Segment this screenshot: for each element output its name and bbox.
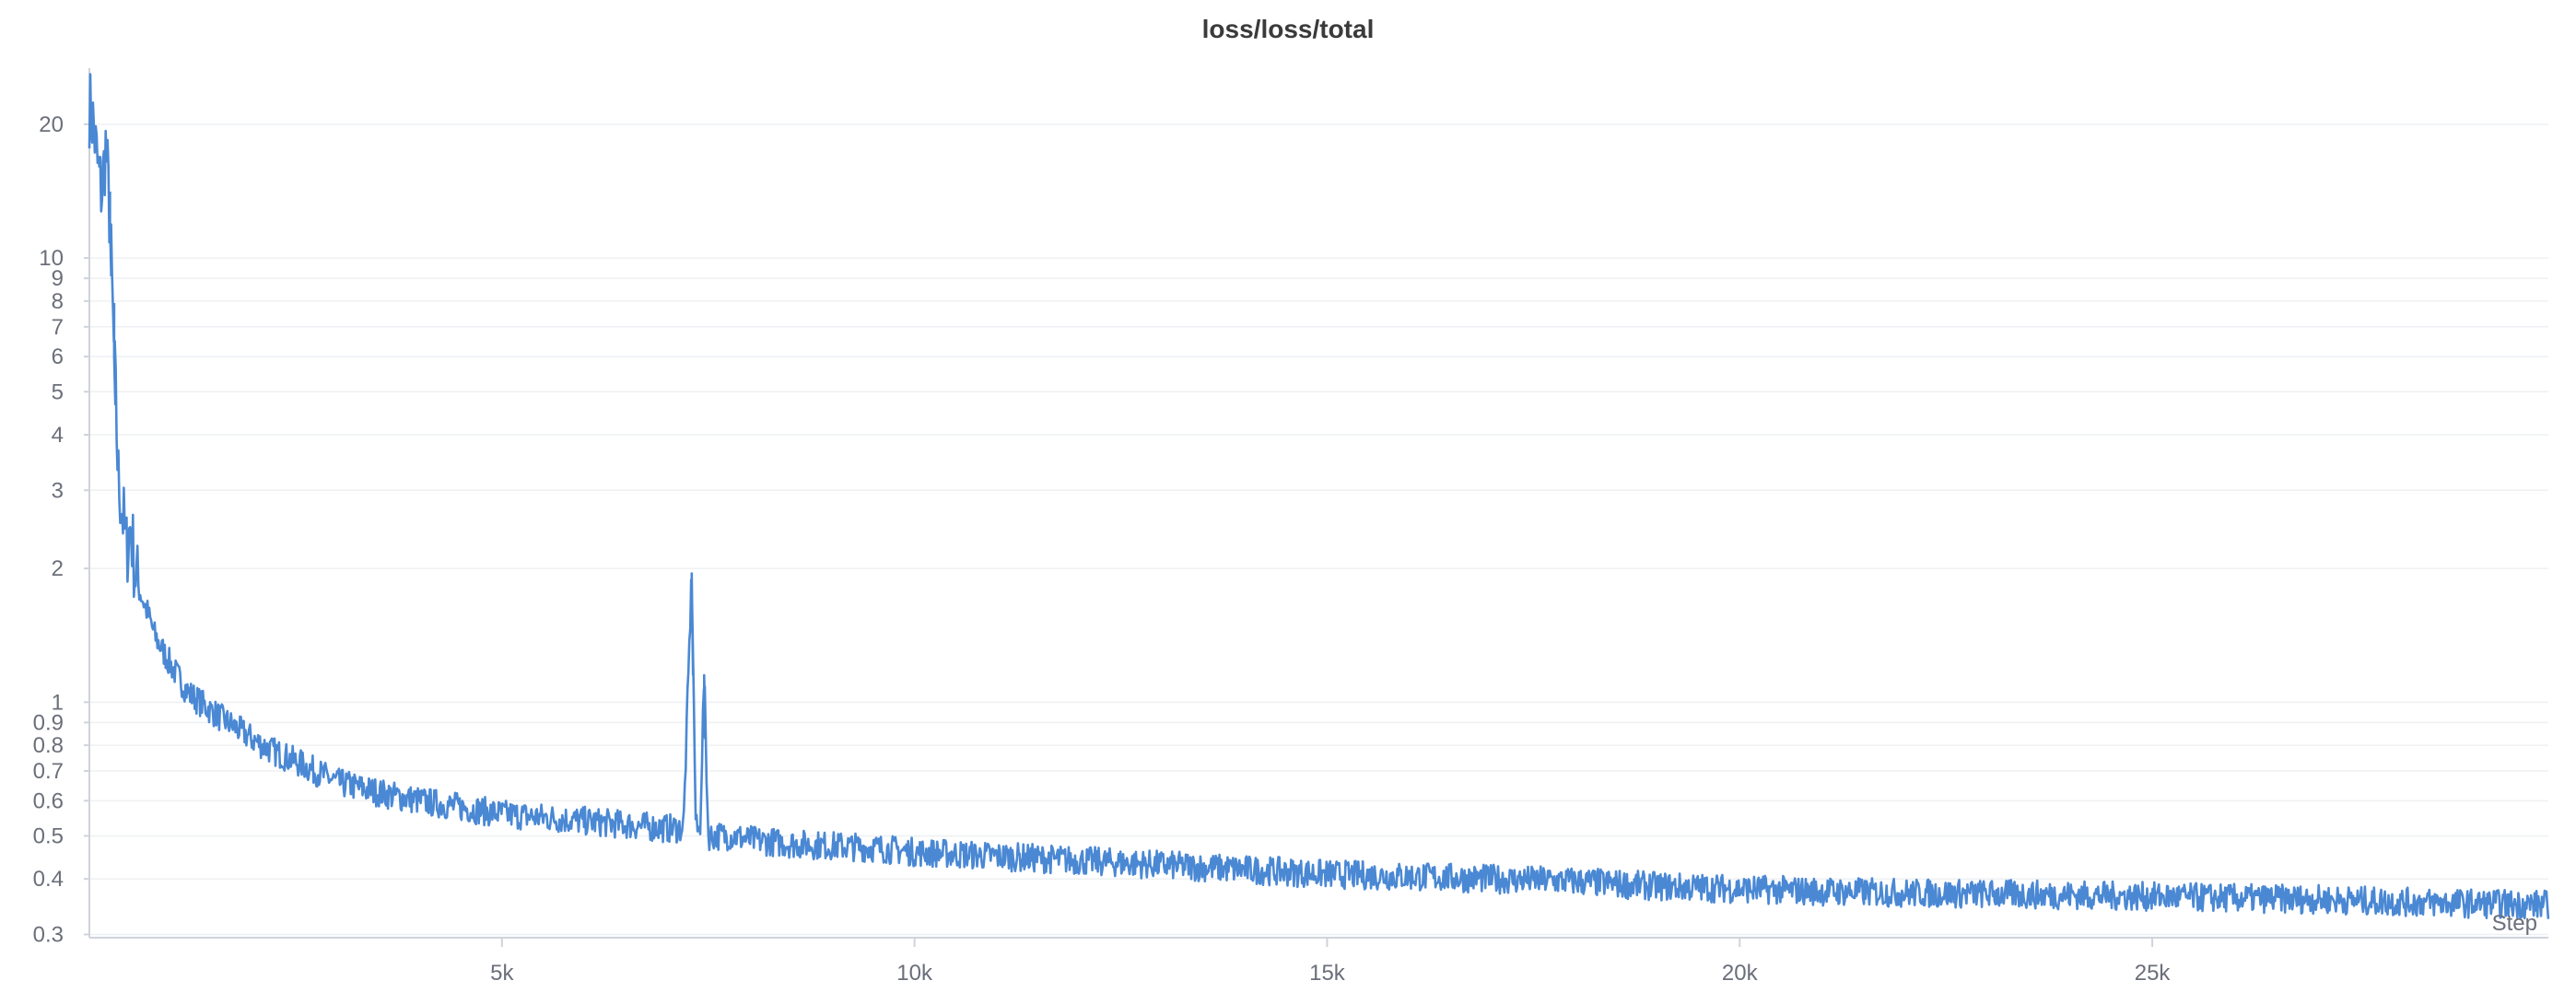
y-tick-label: 10 <box>39 246 64 271</box>
y-tick-label: 2 <box>52 556 64 581</box>
y-tick-label: 6 <box>52 344 64 369</box>
y-tick-label: 9 <box>52 266 64 291</box>
series-line-total-loss <box>88 73 2550 920</box>
y-tick-label: 0.5 <box>33 823 64 848</box>
x-tick-label: 20k <box>1722 961 1759 986</box>
x-tick-labels: 5k 10k 15k 20k 25k <box>490 938 2171 986</box>
x-tick-label: 15k <box>1309 961 1346 986</box>
y-tick-label: 0.3 <box>33 922 64 947</box>
y-tick-label: 1 <box>52 690 64 715</box>
y-tick-label: 0.4 <box>33 867 64 892</box>
chart-title: loss/loss/total <box>1201 15 1375 43</box>
y-tick-label: 20 <box>39 112 64 137</box>
axes <box>88 68 2548 939</box>
y-tick-label: 8 <box>52 289 64 314</box>
x-tick-label: 25k <box>2135 961 2172 986</box>
y-tick-label: 3 <box>52 478 64 503</box>
y-tick-label: 5 <box>52 379 64 404</box>
gridlines <box>89 123 2548 936</box>
y-tick-label: 7 <box>52 315 64 340</box>
y-tick-label: 0.8 <box>33 733 64 758</box>
y-tick-label: 0.9 <box>33 710 64 735</box>
y-tick-label: 4 <box>52 423 64 448</box>
x-tick-label: 5k <box>490 961 514 986</box>
y-tick-label: 0.6 <box>33 788 64 813</box>
y-tick-label: 0.7 <box>33 759 64 784</box>
x-tick-label: 10k <box>896 961 933 986</box>
x-axis-label: Step <box>2492 911 2537 936</box>
